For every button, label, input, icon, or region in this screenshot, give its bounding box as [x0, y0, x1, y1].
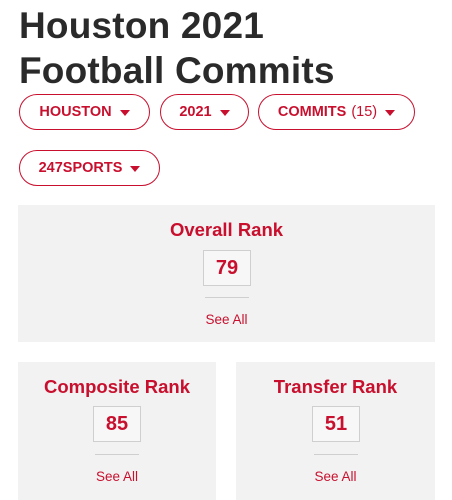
year-dropdown[interactable]: 2021 — [160, 94, 249, 130]
caret-down-icon — [219, 109, 230, 116]
caret-down-icon — [385, 109, 396, 116]
page-title: Houston 2021 Football Commits — [19, 3, 439, 93]
type-dropdown[interactable]: COMMITS (15) — [258, 94, 415, 130]
divider — [95, 454, 139, 455]
year-dropdown-label: 2021 — [179, 104, 212, 120]
overall-rank-label: Overall Rank — [169, 219, 284, 240]
divider — [314, 454, 358, 455]
composite-rank-label: Composite Rank — [44, 376, 190, 397]
divider — [205, 297, 249, 298]
caret-down-icon — [130, 165, 141, 172]
page-title-line-1: Houston 2021 — [19, 5, 265, 46]
team-dropdown[interactable]: HOUSTON — [19, 94, 150, 130]
commit-count: (15) — [351, 104, 378, 120]
composite-rank-card: Composite Rank 85 See All — [18, 362, 216, 500]
composite-rank-value: 85 — [93, 406, 141, 442]
source-dropdown[interactable]: 247SPORTS — [19, 150, 160, 186]
transfer-rank-see-all-link[interactable]: See All — [314, 469, 357, 484]
source-dropdown-label: 247SPORTS — [38, 160, 123, 176]
transfer-rank-value: 51 — [312, 406, 360, 442]
transfer-rank-label: Transfer Rank — [273, 376, 398, 397]
page-title-line-2: Football Commits — [19, 50, 335, 91]
composite-rank-see-all-link[interactable]: See All — [95, 469, 139, 484]
overall-rank-card: Overall Rank 79 See All — [18, 205, 435, 342]
transfer-rank-card: Transfer Rank 51 See All — [236, 362, 435, 500]
caret-down-icon — [119, 109, 130, 116]
overall-rank-see-all-link[interactable]: See All — [205, 312, 248, 327]
team-dropdown-label: HOUSTON — [39, 104, 112, 120]
type-dropdown-label: COMMITS — [277, 104, 347, 120]
overall-rank-value: 79 — [203, 250, 251, 286]
